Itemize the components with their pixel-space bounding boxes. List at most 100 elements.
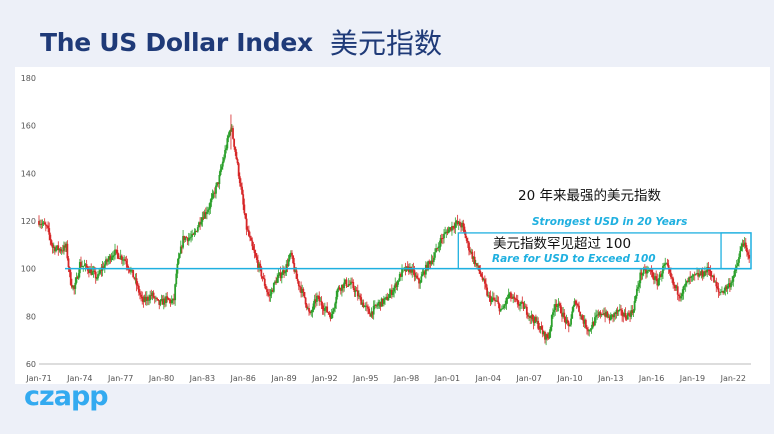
candle-body [511, 298, 513, 299]
candle-body [80, 262, 82, 267]
candle-body [93, 271, 96, 272]
candle-body [164, 298, 166, 303]
candle-body [212, 192, 215, 194]
candle-body [317, 295, 319, 297]
candle-body [706, 266, 709, 273]
candle-body [210, 198, 213, 203]
candle-body [95, 278, 98, 280]
candle-body [563, 312, 566, 318]
candle-body [660, 273, 663, 277]
candle-body [247, 230, 250, 236]
candle-body [617, 310, 620, 312]
candle-body [609, 315, 612, 321]
candle-body [605, 311, 608, 317]
candle-body [234, 146, 237, 152]
candle-body [84, 264, 87, 266]
candle-body [719, 292, 722, 293]
candle-body [283, 270, 285, 274]
candle-body [722, 291, 724, 293]
candle-body [710, 275, 713, 277]
candle-body [490, 298, 493, 302]
candle-body [680, 296, 683, 299]
candle-body [698, 273, 701, 277]
candle-body [419, 282, 422, 284]
candle-body [328, 313, 331, 315]
candle-body [505, 298, 508, 305]
candle-body [250, 237, 253, 241]
candle-body [358, 295, 360, 297]
candle-body [604, 313, 607, 317]
candle-body [371, 311, 374, 315]
candle-body [225, 148, 228, 151]
candle-body [607, 316, 610, 318]
candle-body [561, 313, 563, 317]
candle-body [477, 265, 479, 267]
candle-body [175, 273, 178, 285]
candle-body [122, 259, 124, 261]
candle-body [441, 238, 444, 240]
candle-body [417, 277, 419, 279]
candle-body [641, 273, 644, 276]
candle-body [361, 302, 364, 305]
chart-panel: 60 80 100 120 140 160 180 Jan-71 Jan-74 Jan-77 Jan… [15, 67, 770, 384]
candle-body [721, 291, 723, 293]
candle-body [170, 300, 173, 304]
candle-body [88, 270, 90, 273]
candle-body [397, 280, 400, 282]
candle-body [640, 272, 643, 276]
candle-body [278, 272, 281, 275]
candle-body [500, 308, 503, 310]
candle-body [553, 309, 555, 313]
candle-body [521, 301, 524, 303]
candle-body [385, 296, 388, 298]
candle-body [160, 299, 163, 301]
candle-body [72, 285, 74, 288]
candle-body [61, 250, 64, 252]
candle-body [651, 272, 654, 278]
x-tick-label: Jan-16 [638, 374, 664, 383]
candle-body [94, 271, 97, 279]
candle-body [628, 313, 630, 315]
candle-body [330, 314, 333, 319]
candle-body [639, 272, 642, 284]
candle-body [468, 242, 470, 251]
candle-body [106, 259, 108, 262]
candle-body [204, 212, 207, 215]
candle-body [159, 300, 162, 305]
candle-body [458, 221, 461, 226]
candle-body [241, 186, 243, 195]
candle-body [268, 294, 271, 296]
candle-body [564, 317, 567, 324]
candle-body [91, 271, 94, 275]
candle-body [481, 276, 484, 280]
candle-body [552, 312, 554, 316]
candle-body [224, 150, 226, 158]
candle-body [537, 320, 540, 329]
candle-body [507, 293, 510, 299]
candle-body [352, 282, 355, 289]
candle-body [530, 315, 533, 319]
candle-body [260, 267, 263, 277]
candle-body [92, 271, 95, 272]
candle-body [439, 237, 442, 247]
candle-body [483, 279, 486, 284]
candle-body [409, 267, 411, 273]
candle-body [454, 223, 457, 228]
candle-body [354, 290, 357, 292]
candle-body [378, 301, 381, 304]
candle-body [488, 295, 491, 297]
candle-body [304, 297, 307, 305]
candle-body [394, 283, 397, 288]
candle-body [372, 305, 375, 315]
candle-body [535, 317, 537, 322]
candle-body [504, 304, 507, 306]
candle-body [327, 312, 330, 314]
candle-body [316, 295, 318, 302]
candle-body [351, 281, 354, 283]
candle-body [254, 253, 257, 257]
candle-body [584, 319, 587, 328]
annotation-rare: 美元指数罕见超过 100 [493, 236, 631, 252]
x-tick-label: Jan-10 [556, 374, 582, 383]
candle-body [727, 283, 730, 286]
candle-body [232, 128, 234, 139]
